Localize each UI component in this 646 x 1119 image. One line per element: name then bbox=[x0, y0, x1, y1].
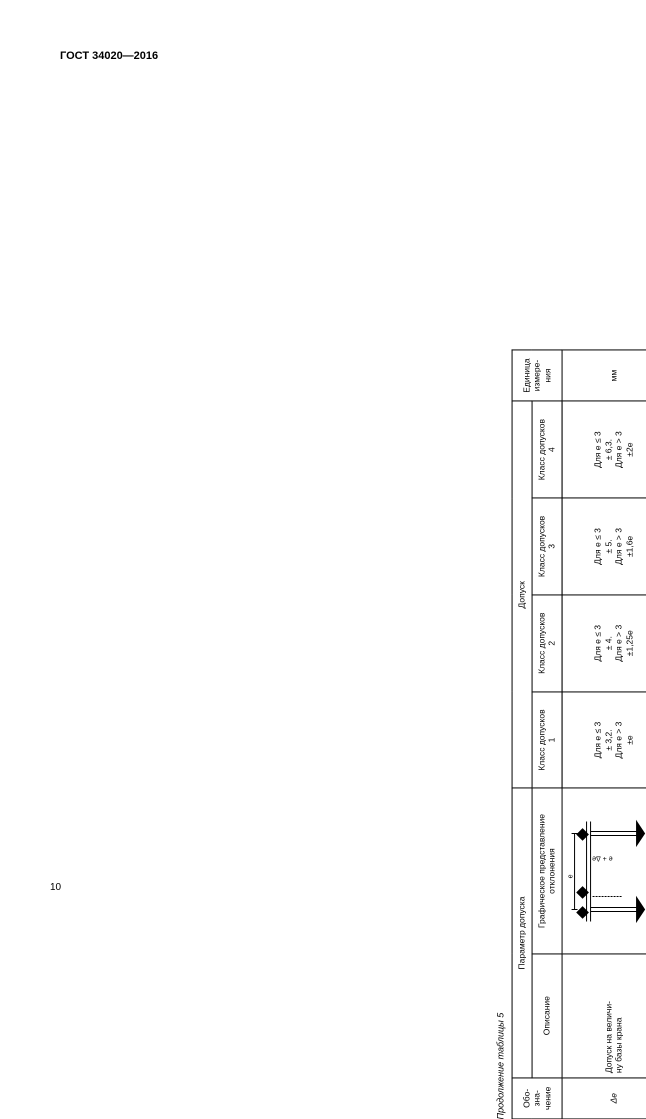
col-class2: Класс допусков2 bbox=[532, 595, 562, 692]
svg-text:e + Δe: e + Δe bbox=[592, 854, 613, 861]
row-desc: Допуск на величи-ну базы крана bbox=[562, 954, 646, 1078]
col-obozn: Обо-зна-чение bbox=[512, 1078, 562, 1119]
row-c4: Для e ≤ 3± 6,3.Для e > 3±2e bbox=[562, 401, 646, 498]
table-header-row: Описание Графическое представлениеотклон… bbox=[532, 350, 562, 1119]
col-desc: Описание bbox=[532, 954, 562, 1078]
row-sym: Δe bbox=[562, 1078, 646, 1119]
row-c1: Для e ≤ 3± 3,2.Для e > 3±e bbox=[562, 692, 646, 789]
col-param: Параметр допуска bbox=[512, 788, 532, 1077]
table-row: Δe Допуск на величи-ну базы крана bbox=[562, 350, 646, 1119]
col-unit: Единицаизмере-ния bbox=[512, 350, 562, 401]
row-c3: Для e ≤ 3± 5.Для e > 3±1,6e bbox=[562, 498, 646, 595]
doc-standard: ГОСТ 34020—2016 bbox=[60, 50, 596, 62]
table-continuation: Продолжение таблицы 5 bbox=[496, 349, 506, 1119]
col-class3: Класс допусков3 bbox=[532, 498, 562, 595]
table-header-row: Обо-зна-чение Параметр допуска Допуск Ед… bbox=[512, 350, 532, 1119]
tolerance-table: Обо-зна-чение Параметр допуска Допуск Ед… bbox=[512, 349, 646, 1119]
svg-text:e: e bbox=[567, 874, 574, 878]
col-dopusk: Допуск bbox=[512, 401, 532, 788]
col-class1: Класс допусков1 bbox=[532, 692, 562, 789]
page-number: 10 bbox=[50, 882, 61, 893]
col-graph: Графическое представлениеотклонения bbox=[532, 788, 562, 953]
diagram-de: e e + Δe bbox=[562, 788, 646, 953]
row-c2: Для e ≤ 3± 4.Для e > 3±1,25e bbox=[562, 595, 646, 692]
col-class4: Класс допусков4 bbox=[532, 401, 562, 498]
row-unit: мм bbox=[562, 350, 646, 401]
